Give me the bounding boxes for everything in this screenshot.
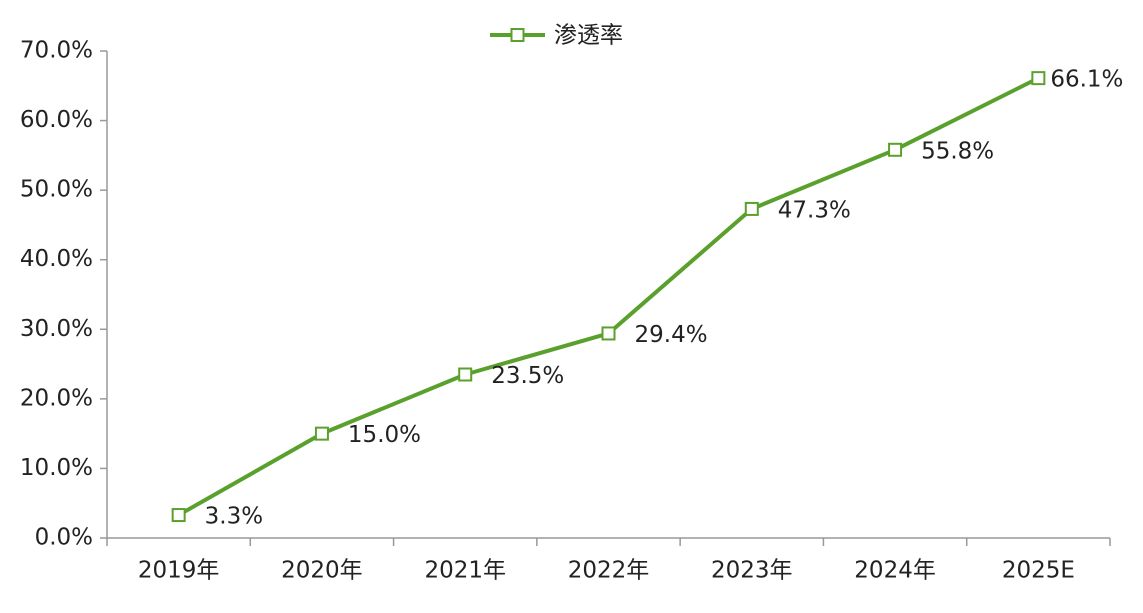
y-tick-label: 50.0% [20, 177, 93, 203]
marker [171, 508, 186, 523]
data-label: 29.4% [635, 322, 708, 348]
y-tick-label: 10.0% [20, 455, 93, 481]
marker [744, 201, 759, 216]
marker [458, 367, 473, 382]
x-tick-label: 2022年 [568, 558, 650, 584]
y-tick-label: 0.0% [35, 525, 93, 551]
x-tick-label: 2025E [1002, 558, 1075, 584]
marker [314, 426, 329, 441]
data-label: 3.3% [205, 504, 263, 530]
x-tick-label: 2020年 [281, 558, 363, 584]
y-tick-label: 40.0% [20, 246, 93, 272]
x-tick-label: 2021年 [424, 558, 506, 584]
y-tick-label: 20.0% [20, 385, 93, 411]
legend-label: 渗透率 [554, 23, 623, 49]
data-label: 66.1% [1050, 67, 1123, 93]
marker [601, 326, 616, 341]
data-label: 55.8% [921, 138, 994, 164]
marker [888, 142, 903, 157]
data-label: 15.0% [348, 422, 421, 448]
x-tick-label: 2023年 [711, 558, 793, 584]
marker [1031, 71, 1046, 86]
y-tick-label: 60.0% [20, 107, 93, 133]
series-line [177, 76, 1040, 517]
data-label: 23.5% [491, 363, 564, 389]
y-tick-label: 70.0% [20, 38, 93, 64]
x-tick-label: 2024年 [854, 558, 936, 584]
y-tick-label: 30.0% [20, 316, 93, 342]
legend-marker [510, 28, 525, 42]
data-label: 47.3% [778, 197, 851, 223]
x-tick-label: 2019年 [138, 558, 220, 584]
